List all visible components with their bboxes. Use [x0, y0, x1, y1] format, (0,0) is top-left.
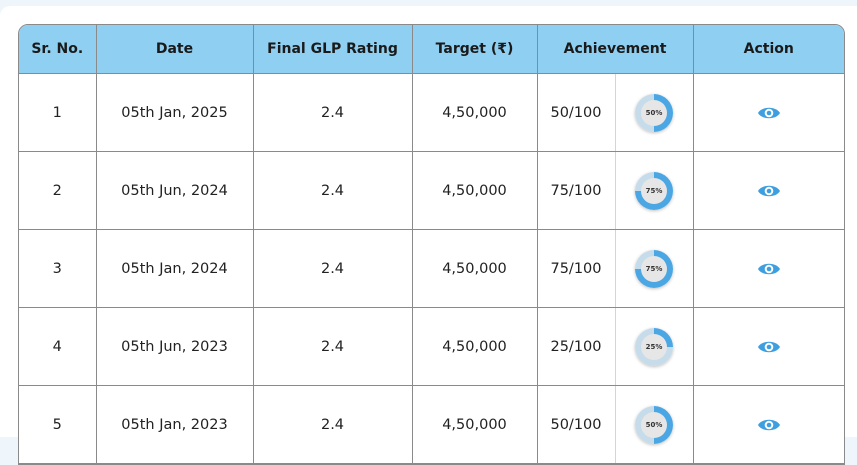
target-cell: 4,50,000	[412, 73, 538, 152]
achievement-score-cell: 75/100	[537, 151, 616, 230]
action-cell	[693, 385, 844, 464]
progress-ring: 25%	[635, 327, 673, 366]
achievement-score-cell: 50/100	[537, 385, 616, 464]
target-cell: 4,50,000	[412, 385, 538, 464]
rating-cell: 2.4	[253, 151, 413, 230]
date-cell: 05th Jun, 2023	[96, 307, 254, 386]
eye-icon[interactable]	[757, 183, 781, 199]
progress-ring-label: 50%	[641, 99, 667, 126]
sr-no-cell: 1	[19, 73, 97, 152]
action-cell	[693, 307, 844, 386]
table-header-row: Sr. No. Date Final GLP Rating Target (₹)…	[19, 25, 844, 74]
progress-ring: 75%	[635, 171, 673, 210]
progress-ring-label: 75%	[641, 177, 667, 204]
content-panel: Sr. No. Date Final GLP Rating Target (₹)…	[0, 6, 857, 465]
achievement-score-cell: 75/100	[537, 229, 616, 308]
eye-icon[interactable]	[757, 261, 781, 277]
progress-ring-label: 75%	[641, 255, 667, 282]
header-action: Action	[693, 25, 844, 74]
eye-icon[interactable]	[757, 417, 781, 433]
table-row: 2 05th Jun, 2024 2.4 4,50,000 75/100 75%	[19, 151, 844, 230]
table-row: 4 05th Jun, 2023 2.4 4,50,000 25/100 25%	[19, 307, 844, 386]
rating-cell: 2.4	[253, 385, 413, 464]
achievement-progress-cell: 50%	[615, 73, 694, 152]
action-cell	[693, 229, 844, 308]
progress-ring: 50%	[635, 93, 673, 132]
date-cell: 05th Jan, 2023	[96, 385, 254, 464]
rating-cell: 2.4	[253, 73, 413, 152]
ratings-table: Sr. No. Date Final GLP Rating Target (₹)…	[18, 24, 845, 465]
table-row: 5 05th Jan, 2023 2.4 4,50,000 50/100 50%	[19, 385, 844, 464]
progress-ring: 50%	[635, 405, 673, 444]
progress-ring: 75%	[635, 249, 673, 288]
target-cell: 4,50,000	[412, 151, 538, 230]
header-final-glp-rating: Final GLP Rating	[253, 25, 413, 74]
table-row: 1 05th Jan, 2025 2.4 4,50,000 50/100 50%	[19, 73, 844, 152]
action-cell	[693, 73, 844, 152]
achievement-score-cell: 50/100	[537, 73, 616, 152]
date-cell: 05th Jan, 2024	[96, 229, 254, 308]
achievement-progress-cell: 25%	[615, 307, 694, 386]
action-cell	[693, 151, 844, 230]
achievement-score-cell: 25/100	[537, 307, 616, 386]
target-cell: 4,50,000	[412, 307, 538, 386]
rating-cell: 2.4	[253, 307, 413, 386]
sr-no-cell: 4	[19, 307, 97, 386]
sr-no-cell: 5	[19, 385, 97, 464]
progress-ring-label: 25%	[641, 333, 667, 360]
achievement-progress-cell: 75%	[615, 229, 694, 308]
sr-no-cell: 2	[19, 151, 97, 230]
header-sr-no: Sr. No.	[19, 25, 97, 74]
progress-ring-label: 50%	[641, 411, 667, 438]
eye-icon[interactable]	[757, 339, 781, 355]
header-achievement: Achievement	[537, 25, 694, 74]
date-cell: 05th Jan, 2025	[96, 73, 254, 152]
rating-cell: 2.4	[253, 229, 413, 308]
header-date: Date	[96, 25, 254, 74]
eye-icon[interactable]	[757, 105, 781, 121]
achievement-progress-cell: 50%	[615, 385, 694, 464]
date-cell: 05th Jun, 2024	[96, 151, 254, 230]
target-cell: 4,50,000	[412, 229, 538, 308]
header-target: Target (₹)	[412, 25, 538, 74]
achievement-progress-cell: 75%	[615, 151, 694, 230]
sr-no-cell: 3	[19, 229, 97, 308]
table-row: 3 05th Jan, 2024 2.4 4,50,000 75/100 75%	[19, 229, 844, 308]
